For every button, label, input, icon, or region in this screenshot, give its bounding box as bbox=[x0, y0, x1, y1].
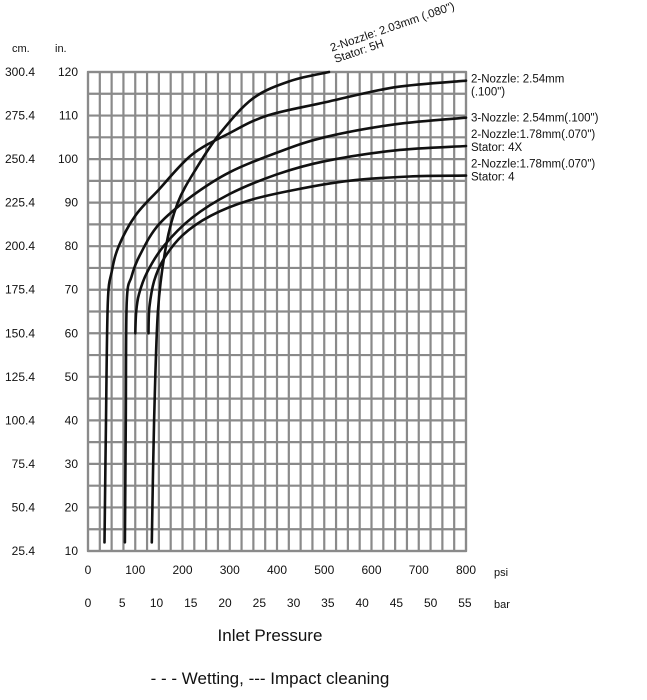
x-tick-psi: 200 bbox=[172, 563, 192, 577]
y-tick-cm: 25.4 bbox=[12, 544, 36, 558]
series-line-3 bbox=[123, 116, 468, 544]
y-unit-in: in. bbox=[55, 43, 67, 55]
x-tick-psi: 400 bbox=[267, 563, 287, 577]
x-tick-bar: 5 bbox=[119, 596, 126, 610]
series-label-line: 2-Nozzle:1.78mm(.070") bbox=[471, 159, 595, 171]
y-tick-in: 10 bbox=[65, 544, 79, 558]
y-axis-cm: 25.4 50.4 75.4 100.4 125.4 150.4 175.4 200.4 225… bbox=[5, 65, 35, 558]
y-tick-cm: 125.4 bbox=[5, 370, 35, 384]
x-tick-psi: 500 bbox=[314, 563, 334, 577]
x-tick-psi: 0 bbox=[85, 563, 92, 577]
y-tick-in: 110 bbox=[59, 109, 78, 123]
x-tick-psi: 100 bbox=[125, 563, 145, 577]
x-tick-bar: 10 bbox=[150, 596, 164, 610]
series-label-3: 3-Nozzle: 2.54mm(.100") bbox=[471, 113, 599, 125]
series-curves bbox=[103, 70, 468, 544]
x-axis-title: Inlet Pressure bbox=[217, 626, 323, 645]
x-axis-bar: 0 5 10 15 20 25 30 35 40 45 50 55 bbox=[85, 596, 472, 610]
y-tick-in: 40 bbox=[65, 413, 79, 427]
y-tick-cm: 275.4 bbox=[5, 109, 35, 123]
x-tick-psi: 600 bbox=[361, 563, 381, 577]
x-tick-bar: 30 bbox=[287, 596, 301, 610]
legend-note: - - - Wetting, --- Impact cleaning bbox=[150, 669, 390, 688]
x-tick-bar: 40 bbox=[355, 596, 369, 610]
y-tick-in: 50 bbox=[65, 370, 79, 384]
series-line-4 bbox=[134, 144, 468, 335]
x-tick-bar: 0 bbox=[85, 596, 92, 610]
series-label-1: 2-Nozzle: 2.03mm (.080")Stator: 5H bbox=[329, 1, 460, 66]
x-tick-psi: 700 bbox=[409, 563, 429, 577]
y-axis-inches: 10 20 30 40 50 60 70 80 90 100 110 120 bbox=[58, 65, 78, 558]
y-tick-cm: 75.4 bbox=[12, 457, 36, 471]
series-label-2: 2-Nozzle: 2.54mm (.100") bbox=[471, 74, 564, 99]
y-tick-cm: 300.4 bbox=[5, 65, 35, 79]
x-tick-bar: 35 bbox=[321, 596, 335, 610]
x-tick-bar: 15 bbox=[184, 596, 198, 610]
series-line-2 bbox=[103, 79, 468, 544]
series-label-line: 3-Nozzle: 2.54mm(.100") bbox=[471, 113, 599, 125]
y-tick-cm: 250.4 bbox=[5, 152, 35, 166]
y-tick-in: 60 bbox=[65, 326, 79, 340]
y-tick-cm: 225.4 bbox=[5, 196, 35, 210]
x-tick-psi: 300 bbox=[220, 563, 240, 577]
series-label-4: 2-Nozzle:1.78mm(.070") Stator: 4X bbox=[471, 129, 595, 154]
x-axis-psi: 0 100 200 300 400 500 600 700 800 bbox=[85, 563, 477, 577]
y-tick-in: 70 bbox=[65, 283, 79, 297]
x-tick-bar: 25 bbox=[253, 596, 267, 610]
x-tick-bar: 55 bbox=[458, 596, 472, 610]
series-line-5 bbox=[147, 174, 468, 335]
y-tick-in: 80 bbox=[65, 239, 79, 253]
y-tick-in: 30 bbox=[65, 457, 79, 471]
series-label-line: 2-Nozzle: 2.54mm bbox=[471, 74, 564, 86]
series-label-line: 2-Nozzle:1.78mm(.070") bbox=[471, 129, 595, 141]
y-unit-cm: cm. bbox=[12, 43, 30, 55]
x-tick-psi: 800 bbox=[456, 563, 476, 577]
series-label-line: Stator: 4 bbox=[471, 172, 515, 184]
series-label-line: Stator: 4X bbox=[471, 142, 522, 154]
x-unit-psi: psi bbox=[494, 567, 508, 579]
series-label-line: (.100") bbox=[471, 87, 505, 99]
y-tick-cm: 100.4 bbox=[5, 413, 35, 427]
y-tick-in: 20 bbox=[65, 500, 79, 514]
x-unit-bar: bar bbox=[494, 599, 510, 611]
y-tick-cm: 175.4 bbox=[5, 283, 35, 297]
y-tick-cm: 150.4 bbox=[5, 326, 35, 340]
y-tick-in: 100 bbox=[58, 152, 78, 166]
x-tick-bar: 50 bbox=[424, 596, 438, 610]
y-tick-cm: 50.4 bbox=[12, 500, 36, 514]
series-label-5: 2-Nozzle:1.78mm(.070") Stator: 4 bbox=[471, 159, 595, 184]
x-tick-bar: 45 bbox=[390, 596, 404, 610]
y-tick-in: 90 bbox=[65, 196, 79, 210]
y-tick-in: 120 bbox=[58, 65, 78, 79]
y-tick-cm: 200.4 bbox=[5, 239, 35, 253]
grid bbox=[86, 70, 468, 553]
series-line-1 bbox=[150, 70, 331, 544]
plot-frame bbox=[86, 70, 468, 553]
x-tick-bar: 20 bbox=[218, 596, 232, 610]
series-label-line: 2-Nozzle: 2.03mm (.080") bbox=[329, 1, 457, 55]
